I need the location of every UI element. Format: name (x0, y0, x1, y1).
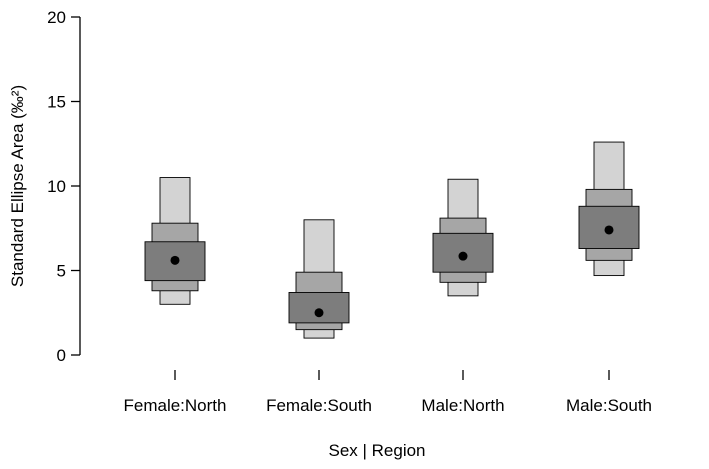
x-axis-label: Sex | Region (328, 441, 425, 460)
group-Female:South (288, 219, 350, 339)
group-Female:North (144, 177, 206, 305)
ci50-box (288, 292, 350, 324)
y-axis-label: Standard Ellipse Area (‰²) (8, 85, 27, 287)
group-Male:North (432, 178, 494, 297)
x-tick-label: Female:South (266, 396, 372, 415)
x-tick-label: Male:North (421, 396, 504, 415)
interval-marks (144, 141, 640, 339)
y-tick-label: 20 (47, 8, 66, 27)
x-ticks: Female:North Female:South Male:North Male:S… (124, 370, 652, 415)
x-tick-label: Female:North (124, 396, 227, 415)
y-ticks: 0 5 10 15 20 (47, 8, 80, 365)
y-tick-label: 15 (47, 93, 66, 112)
mode-point (314, 308, 324, 318)
mode-point (170, 255, 180, 265)
y-tick-label: 0 (57, 346, 66, 365)
mode-point (458, 251, 468, 261)
y-tick-label: 5 (57, 262, 66, 281)
x-tick-label: Male:South (566, 396, 652, 415)
y-tick-label: 10 (47, 177, 66, 196)
group-Male:South (578, 141, 640, 277)
mode-point (604, 225, 614, 235)
